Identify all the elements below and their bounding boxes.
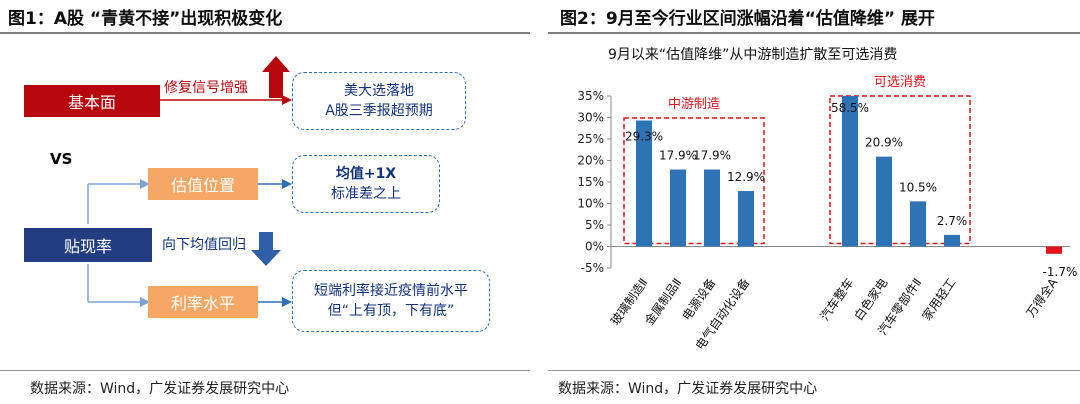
group-label: 可选消费	[874, 75, 926, 90]
interest-label: 利率水平	[170, 294, 235, 313]
right-footer-rule	[548, 370, 1080, 371]
data-label: 29.3%	[625, 130, 663, 144]
y-tick-label: 15%	[577, 175, 604, 189]
right-source: 数据来源：Wind，广发证券发展研究中心	[558, 381, 818, 397]
arrow-right-icon	[282, 95, 292, 105]
arrow-right-icon	[282, 179, 292, 189]
bar	[944, 234, 960, 247]
group-box	[623, 117, 765, 245]
interest-box: 利率水平	[148, 286, 258, 318]
bar	[738, 191, 754, 247]
vs-label: VS	[50, 150, 73, 168]
data-label: 17.9%	[659, 149, 697, 163]
data-label: 2.7%	[937, 214, 968, 228]
fundamentals-note-line2: A股三季报超预期	[325, 103, 433, 119]
fundamentals-label: 基本面	[67, 93, 116, 112]
y-tick-label: -5%	[581, 261, 604, 275]
category-label: 家用轻工	[919, 275, 959, 323]
y-tick-label: 30%	[577, 111, 604, 125]
left-panel-title: 图1：A股 “青黄不接”出现积极变化	[8, 9, 283, 29]
down-arrow-icon	[251, 232, 281, 266]
bar	[1046, 246, 1062, 254]
data-label: 10.5%	[899, 180, 937, 194]
arrow-right-icon	[282, 297, 292, 307]
up-arrow-icon	[262, 56, 290, 98]
category-label: 万得全A	[1023, 274, 1061, 319]
y-tick-label: 25%	[577, 132, 604, 146]
valuation-note-box: 均值+1X 标准差之上	[292, 155, 440, 213]
left-diagram-lines	[87, 56, 292, 307]
fundamentals-change-label: 修复信号增强	[164, 80, 248, 96]
group-label: 中游制造	[668, 97, 720, 112]
discount-rate-change-label: 向下均值回归	[162, 237, 246, 253]
valuation-note-line1: 均值+1X	[335, 166, 397, 182]
fundamentals-note-box: 美大选落地 A股三季报超预期	[292, 72, 466, 130]
discount-rate-label: 贴现率	[63, 237, 112, 256]
fundamentals-box: 基本面	[24, 85, 160, 117]
discount-rate-box: 贴现率	[24, 228, 152, 262]
bar	[876, 156, 892, 247]
y-tick-label: 5%	[585, 218, 604, 232]
left-title-rule	[0, 32, 530, 34]
fundamentals-note-line1: 美大选落地	[344, 83, 414, 99]
y-tick-label: 35%	[577, 89, 604, 103]
arrow-right-icon	[140, 297, 150, 307]
interest-note-line2: 但“上有顶，下有底”	[327, 303, 455, 319]
right-title-rule	[548, 32, 1080, 34]
chart-title: 9月以来“估值降维”从中游制造扩散至可选消费	[608, 47, 898, 63]
data-label: 58.5%	[831, 101, 869, 115]
y-tick-label: 0%	[585, 240, 604, 254]
y-tick-label: 20%	[577, 154, 604, 168]
data-label: 20.9%	[865, 136, 903, 150]
y-tick-label: 10%	[577, 197, 604, 211]
data-label: 17.9%	[693, 149, 731, 163]
bar	[636, 120, 652, 247]
bar	[704, 169, 720, 247]
data-label: -1.7%	[1043, 265, 1078, 279]
bar	[842, 96, 858, 247]
right-panel-title: 图2：9月至今行业区间涨幅沿着“估值降维” 展开	[560, 9, 935, 29]
bar	[670, 169, 686, 247]
left-source: 数据来源：Wind，广发证券发展研究中心	[30, 381, 290, 397]
interest-note-line1: 短端利率接近疫情前水平	[314, 283, 468, 299]
valuation-label: 估值位置	[170, 176, 235, 195]
bar	[910, 201, 926, 247]
data-label: 12.9%	[727, 170, 765, 184]
left-footer-rule	[0, 370, 530, 371]
interest-note-box: 短端利率接近疫情前水平 但“上有顶，下有底”	[292, 270, 490, 332]
valuation-box: 估值位置	[148, 168, 258, 200]
valuation-note-line2: 标准差之上	[331, 186, 401, 202]
category-label: 汽车整车	[817, 275, 857, 323]
arrow-right-icon	[140, 179, 150, 189]
